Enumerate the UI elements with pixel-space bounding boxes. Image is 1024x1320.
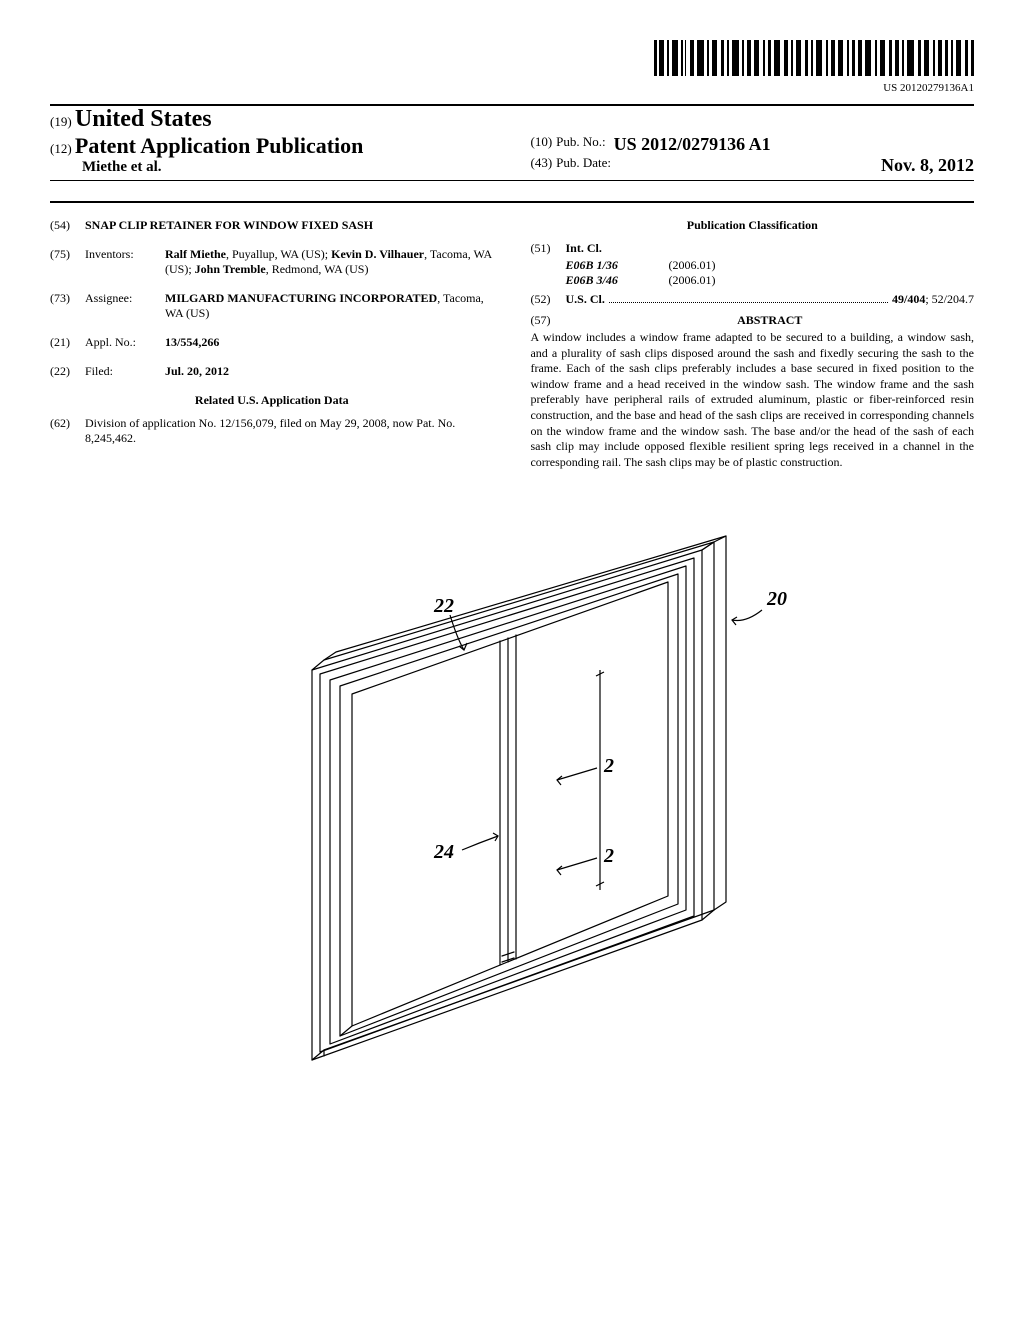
inventors-row: (75) Inventors: Ralf Miethe, Puyallup, W… xyxy=(50,247,494,277)
ref-24: 24 xyxy=(433,841,454,863)
ref-22: 22 xyxy=(433,595,454,617)
intcl-item-code: E06B 1/36 xyxy=(565,258,665,273)
assignee-code: (73) xyxy=(50,291,85,321)
authors: Miethe et al. xyxy=(82,159,494,176)
intcl-item-code: E06B 3/46 xyxy=(565,273,665,288)
abstract-code-row: (57) ABSTRACT xyxy=(530,313,974,328)
applno: 13/554,266 xyxy=(165,335,494,350)
pub-no-line: (10) Pub. No.: US 2012/0279136 A1 xyxy=(530,134,974,155)
title-row: (54) SNAP CLIP RETAINER FOR WINDOW FIXED… xyxy=(50,218,494,233)
filed-label: Filed: xyxy=(85,364,165,379)
barcode xyxy=(654,40,974,76)
pub-no-code: (10) xyxy=(530,134,552,155)
pub-date-line: (43) Pub. Date: Nov. 8, 2012 xyxy=(530,155,974,176)
intcl-row: (51) Int. Cl. xyxy=(530,241,974,256)
pub-date-code: (43) xyxy=(530,155,552,176)
pub-no-label: Pub. No.: xyxy=(556,134,605,155)
ref-2b: 2 xyxy=(603,845,614,867)
assignee-label: Assignee: xyxy=(85,291,165,321)
applno-label: Appl. No.: xyxy=(85,335,165,350)
figure: 20 22 24 2 2 xyxy=(50,500,974,1104)
intcl-item: E06B 3/46 (2006.01) xyxy=(565,273,974,288)
filed: Jul. 20, 2012 xyxy=(165,364,494,379)
uscl-row: (52) U.S. Cl. 49/404; 52/204.7 xyxy=(530,292,974,307)
title-code: (54) xyxy=(50,218,85,233)
filed-row: (22) Filed: Jul. 20, 2012 xyxy=(50,364,494,379)
uscl-code: (52) xyxy=(530,292,565,307)
uscl-value: 49/404; 52/204.7 xyxy=(892,292,974,307)
barcode-area xyxy=(50,40,974,80)
pub-date-label: Pub. Date: xyxy=(556,155,611,176)
filed-code: (22) xyxy=(50,364,85,379)
ref-2a: 2 xyxy=(603,755,614,777)
division-code: (62) xyxy=(50,416,85,446)
country-line: (19) United States xyxy=(50,106,494,133)
inventors-code: (75) xyxy=(50,247,85,277)
right-column: Publication Classification (51) Int. Cl.… xyxy=(530,218,974,470)
intcl-label: Int. Cl. xyxy=(565,241,601,256)
barcode-number: US 20120279136A1 xyxy=(50,82,974,94)
inventors: Ralf Miethe, Puyallup, WA (US); Kevin D.… xyxy=(165,247,494,277)
country-name: United States xyxy=(75,106,212,132)
uscl-label: U.S. Cl. xyxy=(565,292,604,307)
uscl-dots xyxy=(609,292,888,303)
intcl-item-year: (2006.01) xyxy=(668,258,715,272)
intcl-item: E06B 1/36 (2006.01) xyxy=(565,258,974,273)
left-column: (54) SNAP CLIP RETAINER FOR WINDOW FIXED… xyxy=(50,218,494,470)
inventors-label: Inventors: xyxy=(85,247,165,277)
country-code: (19) xyxy=(50,114,72,129)
assignee: MILGARD MANUFACTURING INCORPORATED, Taco… xyxy=(165,291,494,321)
window-figure: 20 22 24 2 2 xyxy=(202,500,822,1100)
body: (54) SNAP CLIP RETAINER FOR WINDOW FIXED… xyxy=(50,201,974,470)
abstract-heading: ABSTRACT xyxy=(565,313,974,328)
classification-heading: Publication Classification xyxy=(530,218,974,233)
intcl-code: (51) xyxy=(530,241,565,256)
header: US 20120279136A1 (19) United States (12)… xyxy=(50,40,974,181)
ref-20: 20 xyxy=(766,588,787,610)
abstract-code: (57) xyxy=(530,313,565,328)
pub-type: Patent Application Publication xyxy=(75,133,363,158)
pub-no: US 2012/0279136 A1 xyxy=(614,134,771,155)
applno-row: (21) Appl. No.: 13/554,266 xyxy=(50,335,494,350)
intcl-item-year: (2006.01) xyxy=(668,273,715,287)
title: SNAP CLIP RETAINER FOR WINDOW FIXED SASH xyxy=(85,218,494,233)
pub-type-line: (12) Patent Application Publication xyxy=(50,133,494,159)
abstract: A window includes a window frame adapted… xyxy=(530,330,974,470)
pub-date: Nov. 8, 2012 xyxy=(881,155,974,176)
related-heading: Related U.S. Application Data xyxy=(50,393,494,408)
division: Division of application No. 12/156,079, … xyxy=(85,416,494,446)
assignee-row: (73) Assignee: MILGARD MANUFACTURING INC… xyxy=(50,291,494,321)
division-row: (62) Division of application No. 12/156,… xyxy=(50,416,494,446)
pub-type-code: (12) xyxy=(50,141,72,156)
applno-code: (21) xyxy=(50,335,85,350)
